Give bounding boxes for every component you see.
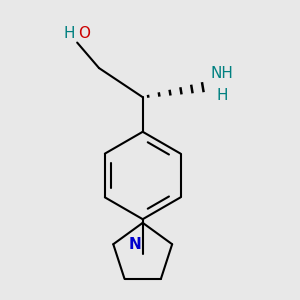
Text: H: H (64, 26, 75, 41)
Text: N: N (128, 237, 141, 252)
Text: H: H (216, 88, 228, 103)
Text: NH: NH (210, 66, 233, 81)
Text: O: O (78, 26, 90, 41)
